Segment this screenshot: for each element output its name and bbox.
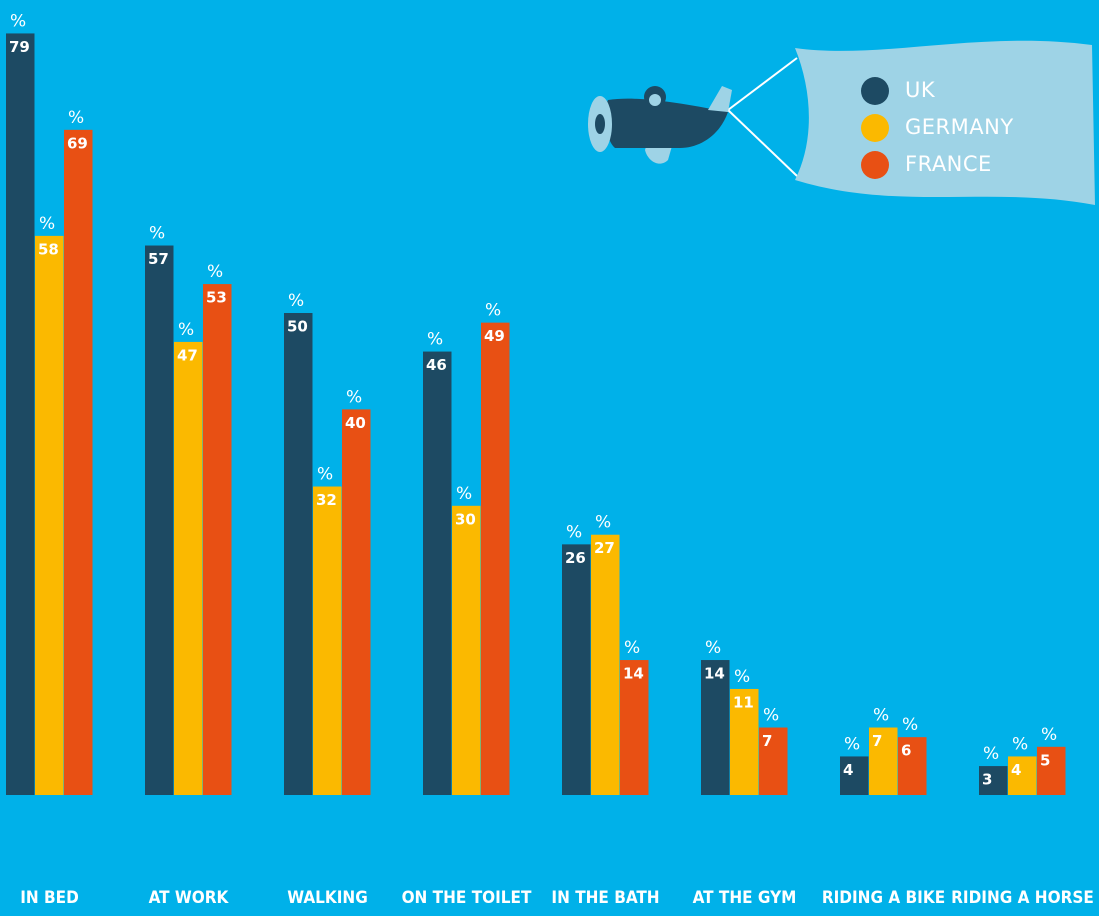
bar: [6, 33, 35, 795]
unit-label: %: [288, 291, 304, 311]
unit-label: %: [346, 387, 362, 407]
banner-rope: [728, 110, 797, 176]
value-label: 40: [345, 414, 366, 432]
unit-label: %: [624, 638, 640, 658]
value-label: 57: [148, 250, 169, 268]
value-label: 30: [455, 510, 476, 528]
bar: [145, 246, 174, 795]
legend-swatch: [861, 114, 889, 142]
bar: [284, 313, 313, 795]
value-label: 7: [872, 732, 882, 750]
value-label: 4: [843, 761, 853, 779]
unit-label: %: [68, 108, 84, 128]
unit-label: %: [844, 734, 860, 754]
category-label: WALKING: [287, 888, 368, 908]
chart: UKGERMANYFRANCE 79%58%69%IN BED57%47%53%…: [0, 0, 1099, 916]
value-label: 4: [1011, 761, 1021, 779]
category-label: AT WORK: [149, 888, 230, 908]
unit-label: %: [1041, 725, 1057, 745]
unit-label: %: [983, 744, 999, 764]
bar: [342, 409, 371, 795]
category-label: IN THE BATH: [551, 888, 659, 908]
unit-label: %: [207, 262, 223, 282]
unit-label: %: [1012, 734, 1028, 754]
unit-label: %: [485, 301, 501, 321]
value-label: 3: [982, 771, 992, 789]
unit-label: %: [39, 214, 55, 234]
value-label: 50: [287, 318, 308, 336]
unit-label: %: [10, 11, 26, 31]
value-label: 6: [901, 742, 911, 760]
category-label: RIDING A BIKE: [822, 888, 945, 908]
legend-banner: [588, 41, 1095, 205]
value-label: 7: [762, 732, 772, 750]
bar: [64, 130, 93, 795]
unit-label: %: [902, 715, 918, 735]
unit-label: %: [317, 465, 333, 485]
category-label: IN BED: [20, 888, 79, 908]
value-label: 47: [177, 346, 198, 364]
bar: [313, 487, 342, 795]
value-label: 69: [67, 134, 88, 152]
bar: [562, 544, 591, 795]
unit-label: %: [705, 638, 721, 658]
legend-swatch: [861, 77, 889, 105]
bar: [203, 284, 232, 795]
unit-label: %: [873, 706, 889, 726]
value-label: 27: [594, 539, 615, 557]
banner-rope: [728, 58, 797, 110]
unit-label: %: [595, 513, 611, 533]
legend-swatch: [861, 151, 889, 179]
value-label: 11: [733, 693, 754, 711]
unit-label: %: [763, 706, 779, 726]
value-label: 46: [426, 356, 447, 374]
value-label: 14: [623, 665, 644, 683]
unit-label: %: [149, 224, 165, 244]
category-label: AT THE GYM: [693, 888, 797, 908]
unit-label: %: [427, 330, 443, 350]
legend-label: GERMANY: [905, 115, 1014, 139]
value-label: 49: [484, 327, 505, 345]
value-label: 14: [704, 665, 725, 683]
value-label: 53: [206, 289, 227, 307]
unit-label: %: [456, 484, 472, 504]
plane: [588, 86, 732, 164]
value-label: 79: [9, 38, 30, 56]
bar: [35, 236, 64, 795]
bar: [481, 323, 510, 795]
category-label: RIDING A HORSE: [951, 888, 1094, 908]
legend-label: FRANCE: [905, 152, 992, 176]
value-label: 32: [316, 491, 337, 509]
value-label: 58: [38, 240, 59, 258]
value-label: 5: [1040, 751, 1050, 769]
bar: [423, 352, 452, 795]
bar: [174, 342, 203, 795]
value-label: 26: [565, 549, 586, 567]
unit-label: %: [178, 320, 194, 340]
unit-label: %: [566, 522, 582, 542]
bar: [452, 506, 481, 795]
category-label: ON THE TOILET: [402, 888, 532, 908]
legend-label: UK: [905, 78, 936, 102]
unit-label: %: [734, 667, 750, 687]
bar: [591, 535, 620, 795]
